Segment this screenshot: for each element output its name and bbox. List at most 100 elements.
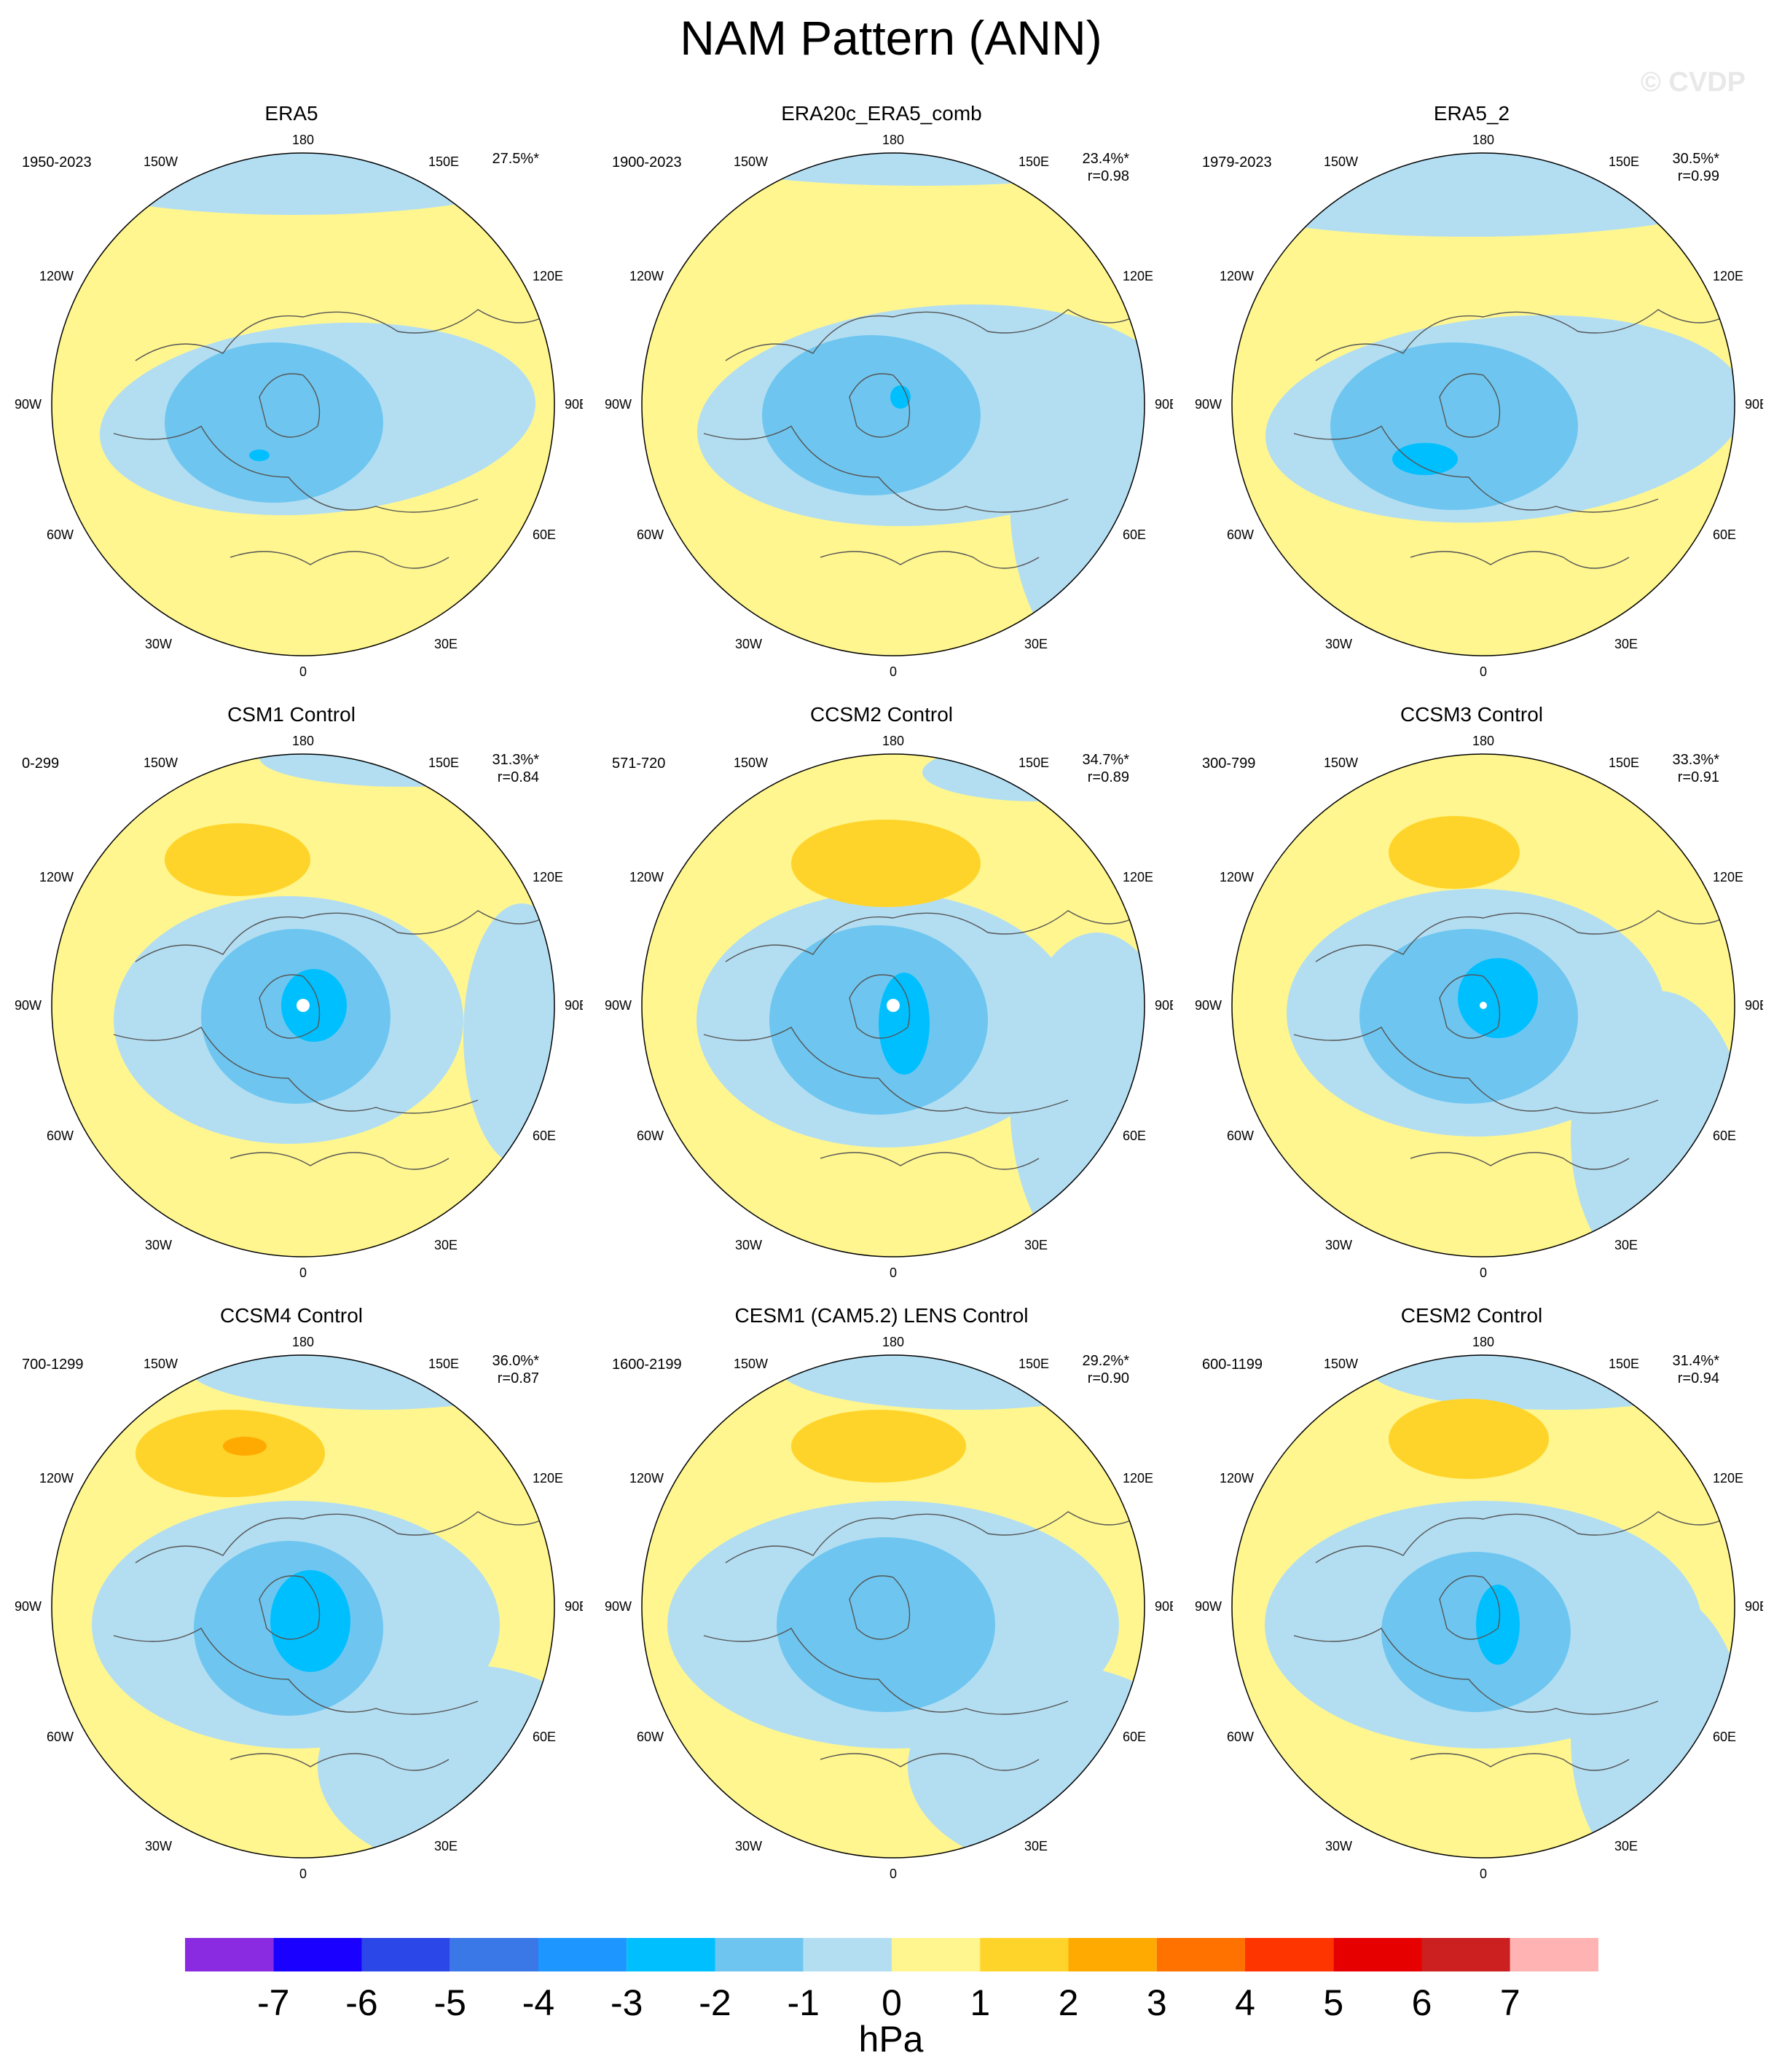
map-boundary — [641, 753, 1145, 1257]
longitude-label: 180 — [292, 1335, 314, 1349]
longitude-label: 90E — [1745, 998, 1763, 1013]
colorbar-swatch — [892, 1938, 981, 1971]
longitude-label: 120E — [533, 1471, 563, 1486]
negative-anomaly-core — [879, 973, 930, 1075]
longitude-label: 150E — [1609, 1357, 1639, 1371]
positive-anomaly-pacific — [1389, 816, 1520, 889]
longitude-label: 0 — [299, 1867, 307, 1881]
map-boundary — [51, 1354, 555, 1859]
longitude-label: 90W — [1195, 998, 1222, 1013]
panel-variance-stats: 33.3%* r=0.91 — [1673, 751, 1720, 786]
page-title: NAM Pattern (ANN) — [680, 11, 1102, 65]
colorbar-tick-label: -5 — [433, 1982, 466, 2023]
panel-variance-stats: 31.4%* r=0.94 — [1673, 1352, 1720, 1387]
longitude-label: 120W — [629, 269, 664, 283]
panel-variance-stats: 36.0%* r=0.87 — [492, 1352, 540, 1387]
longitude-label: 60W — [1227, 527, 1254, 542]
longitude-label: 180 — [882, 133, 904, 147]
longitude-label: 0 — [890, 664, 897, 679]
longitude-label: 90E — [565, 397, 583, 412]
longitude-label: 180 — [292, 133, 314, 147]
longitude-label: 90W — [1195, 1599, 1222, 1614]
longitude-label: 120E — [1123, 269, 1153, 283]
longitude-label: 0 — [1480, 664, 1487, 679]
variance-explained: 36.0%* — [492, 1353, 540, 1369]
map-panel: ERA5 1950-2023 27.5%* 180 0 90W 90E 150W 150E 120… — [0, 102, 583, 699]
colorbar-tick-label: 1 — [970, 1982, 991, 2023]
coastline — [113, 309, 544, 569]
map-boundary — [51, 152, 555, 656]
polar-map: 180 0 90W 90E 150W 150E 120W 120E 60W 60E 30W 30E — [1195, 734, 1763, 1280]
longitude-label: 120W — [1220, 269, 1254, 283]
panel-title: CESM1 (CAM5.2) LENS Control — [734, 1304, 1029, 1327]
panel-variance-stats: 31.3%* r=0.84 — [492, 751, 540, 786]
map-boundary — [641, 1354, 1145, 1859]
map-panel: ERA5_2 1979-2023 30.5%*r=0.99 180 0 90W 90E 150… — [1180, 102, 1763, 699]
longitude-label: 120W — [629, 870, 664, 884]
polar-map: 180 0 90W 90E 150W 150E 120W 120E 60W 60E 30W 30E — [15, 734, 583, 1280]
longitude-label: 90W — [1195, 397, 1222, 412]
panel-title: ERA20c_ERA5_comb — [781, 102, 982, 125]
longitude-label: 180 — [292, 734, 314, 748]
longitude-label: 0 — [299, 1265, 307, 1280]
longitude-label: 30W — [1325, 1839, 1352, 1853]
negative-anomaly-east — [463, 903, 554, 1166]
negative-anomaly-core — [1476, 1585, 1520, 1665]
map-panel: CSM1 Control0-29931.3%*r=0.84180090W90E1… — [0, 703, 583, 1300]
panel-period: 0-299 — [22, 756, 60, 772]
pole-marker — [1480, 1002, 1487, 1009]
map-panel: CCSM3 Control 300-799 33.3%* r=0.91 180 0 90W 9… — [1180, 703, 1763, 1300]
panel-period: 1600-2199 — [612, 1357, 682, 1373]
negative-anomaly-core — [1392, 443, 1458, 475]
negative-anomaly-core — [890, 385, 911, 409]
negative-anomaly-inner — [165, 342, 383, 503]
polar-map: 180 0 90W 90E 150W 150E 120W 120E 60W 60E 30W 30E — [1195, 1335, 1763, 1881]
longitude-label: 60W — [637, 1129, 664, 1143]
panel-title: ERA5 — [264, 102, 318, 125]
longitude-label: 150W — [144, 1357, 178, 1371]
longitude-label: 30W — [145, 1839, 172, 1853]
variance-explained: 30.5%* — [1672, 151, 1720, 167]
coastline — [113, 910, 544, 1170]
colorbar-swatch — [450, 1938, 538, 1971]
coastline — [703, 309, 1134, 569]
longitude-label: 90W — [605, 397, 632, 412]
variance-explained: 27.5%* — [492, 151, 540, 167]
map-panel: CESM1 (CAM5.2) LENS Control 1600-2199 29.2… — [590, 1304, 1173, 1902]
colorbar-swatch — [538, 1938, 627, 1971]
longitude-label: 120W — [39, 269, 74, 283]
pattern-correlation: r=0.89 — [1087, 769, 1129, 785]
panel-period: 600-1199 — [1202, 1357, 1263, 1373]
longitude-label: 30E — [434, 1238, 458, 1252]
positive-anomaly-pacific — [1389, 1399, 1549, 1479]
variance-explained: 23.4%* — [1082, 151, 1130, 167]
positive-anomaly-pacific — [791, 820, 981, 907]
map-boundary — [1231, 152, 1735, 656]
negative-anomaly-core — [281, 969, 347, 1042]
pattern-correlation: r=0.90 — [1087, 1370, 1129, 1386]
colorbar-labels: -7 -6 -5 -4 -3 -2 -1 0 1 2 3 4 5 6 7 — [0, 1982, 1782, 2025]
longitude-label: 180 — [882, 734, 904, 748]
coastline — [1293, 1511, 1724, 1771]
longitude-label: 30E — [1024, 1839, 1048, 1853]
positive-anomaly-pacific-core — [223, 1437, 267, 1456]
longitude-label: 150W — [734, 756, 768, 770]
colorbar-tick-label: 3 — [1146, 1982, 1167, 2023]
panel-variance-stats: 30.5%* r=0.99 — [1673, 150, 1720, 185]
colorbar-units: hPa — [858, 2019, 924, 2060]
panel-period: 571-720 — [612, 756, 666, 772]
longitude-label: 30W — [735, 637, 762, 651]
colorbar-tick-label: 6 — [1411, 1982, 1432, 2023]
longitude-label: 60W — [637, 527, 664, 542]
longitude-label: 60E — [533, 1129, 556, 1143]
longitude-label: 120W — [629, 1471, 664, 1486]
negative-anomaly-core — [249, 450, 270, 461]
longitude-label: 30E — [1024, 1238, 1048, 1252]
variance-explained: 34.7%* — [1082, 752, 1130, 768]
longitude-label: 30E — [1024, 637, 1048, 651]
longitude-label: 30W — [735, 1839, 762, 1853]
longitude-label: 120E — [533, 269, 563, 283]
longitude-label: 90E — [1155, 998, 1173, 1013]
map-panel: ERA20c_ERA5_comb 1900-2023 23.4%* r=0.98 180… — [590, 102, 1173, 699]
colorbar-swatch — [1156, 1938, 1245, 1971]
